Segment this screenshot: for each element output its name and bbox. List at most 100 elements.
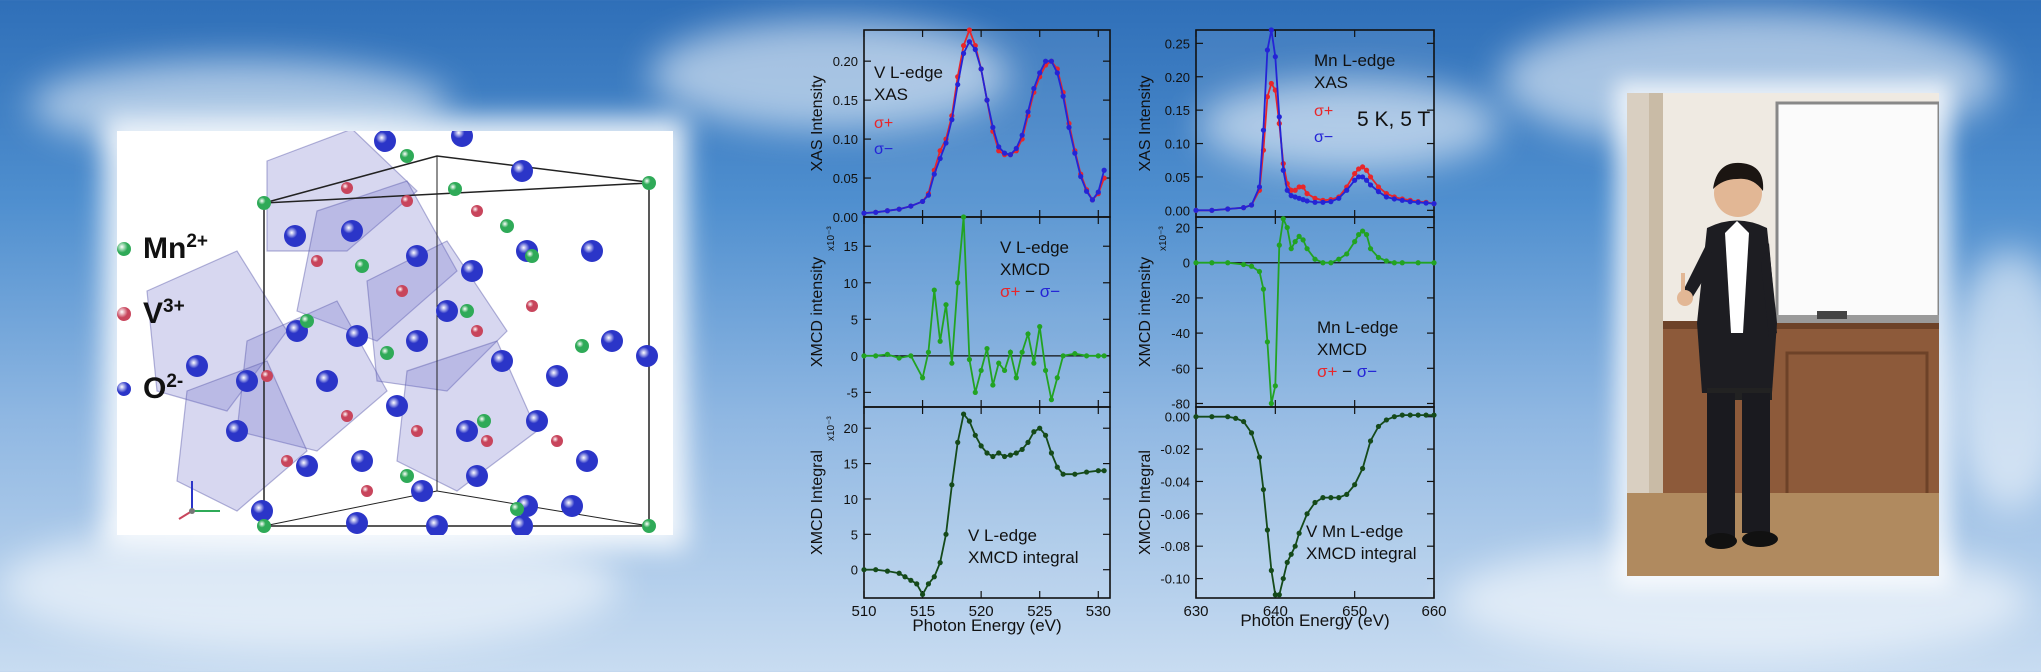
data-point (1193, 207, 1199, 213)
o-ion-icon (117, 381, 131, 396)
data-point (1383, 417, 1389, 423)
data-point (960, 214, 967, 220)
data-point (1241, 261, 1247, 268)
data-point (960, 42, 967, 49)
data-point (1356, 166, 1362, 172)
oxygen-ion (426, 515, 448, 537)
data-point (1304, 198, 1310, 204)
octahedron (396, 340, 538, 492)
data-point (1292, 239, 1298, 245)
data-point (1320, 495, 1326, 501)
data-point (1336, 256, 1342, 262)
legend-label-v: V3+ (143, 296, 185, 330)
data-point (1225, 414, 1231, 420)
data-point (1019, 446, 1025, 453)
legend-label-o: O2- (143, 371, 184, 405)
data-point (1360, 174, 1366, 180)
y-tick-label: -5 (846, 385, 858, 400)
mn-ion-icon (117, 241, 131, 256)
data-point (1072, 351, 1078, 357)
manganese-ion (300, 314, 314, 328)
data-point (1264, 339, 1270, 345)
data-point (1264, 47, 1270, 53)
data-point (1423, 200, 1429, 206)
manganese-ion (642, 519, 656, 533)
legend-item-v: V3+ (117, 296, 185, 331)
y-tick-label: -0.06 (1160, 507, 1190, 522)
oxygen-ion (316, 370, 338, 392)
data-point (1066, 124, 1072, 130)
y-tick-label: 0.15 (1165, 103, 1190, 118)
data-point (1304, 511, 1310, 517)
oxygen-ion (576, 450, 598, 472)
oxygen-ion (581, 240, 603, 262)
oxygen-ion (411, 480, 433, 502)
oxygen-ion (511, 160, 533, 182)
data-point (1344, 491, 1350, 498)
y-axis-label: XMCD Integral (1137, 450, 1154, 555)
data-point (1095, 468, 1101, 474)
y-tick-label: 0.10 (833, 132, 858, 147)
manganese-ion (400, 469, 414, 483)
y-tick-label: 0.05 (833, 171, 858, 186)
data-point (1209, 414, 1215, 420)
data-point (990, 124, 996, 130)
data-point (1013, 375, 1019, 381)
y-tick-label: 20 (1176, 221, 1190, 236)
legend-sigma-minus: σ− (874, 141, 893, 158)
data-point (1320, 260, 1326, 266)
data-point (984, 345, 990, 352)
data-point (1019, 349, 1025, 355)
axis-origin (189, 508, 195, 514)
data-point (1375, 423, 1382, 430)
data-point (1209, 260, 1215, 266)
data-point (1296, 184, 1302, 190)
data-point (1336, 195, 1342, 201)
data-point (966, 418, 973, 424)
oxygen-ion (346, 325, 368, 347)
data-point (1363, 231, 1370, 238)
data-point (1264, 94, 1270, 100)
vanadium-ion (341, 410, 353, 422)
minus-text: − (1337, 362, 1356, 381)
y-tick-label: 0.00 (1165, 203, 1190, 218)
data-point (1288, 246, 1294, 252)
data-point (1268, 400, 1274, 407)
data-point (1095, 353, 1101, 359)
data-point (1048, 397, 1055, 403)
manganese-ion (525, 249, 539, 263)
data-point (1336, 495, 1342, 501)
data-point (1280, 216, 1286, 222)
data-point (943, 302, 949, 308)
data-point (937, 560, 943, 566)
data-point (1276, 242, 1282, 248)
data-point (1280, 575, 1286, 582)
data-point (1072, 150, 1078, 156)
annotation-label: Mn L-edge (1317, 318, 1398, 337)
data-point (873, 209, 879, 215)
x-tick-label: 510 (851, 603, 876, 620)
y-axis-label: XMCD intensity (809, 257, 826, 367)
data-point (1280, 167, 1286, 173)
oxygen-ion (491, 350, 513, 372)
data-point (1031, 85, 1037, 92)
data-point (1320, 199, 1326, 205)
data-point (1367, 174, 1374, 180)
annotation-label: σ+ − σ− (1317, 362, 1377, 381)
minus-text: − (1020, 282, 1039, 301)
y-tick-label: -60 (1171, 361, 1190, 376)
data-point (1042, 432, 1049, 438)
data-point (937, 148, 943, 154)
data-point (1078, 173, 1084, 180)
data-point (1415, 412, 1421, 418)
data-point (1292, 194, 1298, 200)
data-point (1013, 450, 1019, 456)
oxygen-ion (636, 345, 658, 367)
data-point (902, 574, 908, 580)
y-tick-label: 15 (844, 457, 858, 472)
data-point (1391, 196, 1397, 202)
spectrum-panel: 0.00 0.05 0.10 0.15 0.20 0.25 XAS Intensity Mn … (1137, 27, 1437, 218)
manganese-ion (477, 414, 491, 428)
oxygen-ion (561, 495, 583, 517)
